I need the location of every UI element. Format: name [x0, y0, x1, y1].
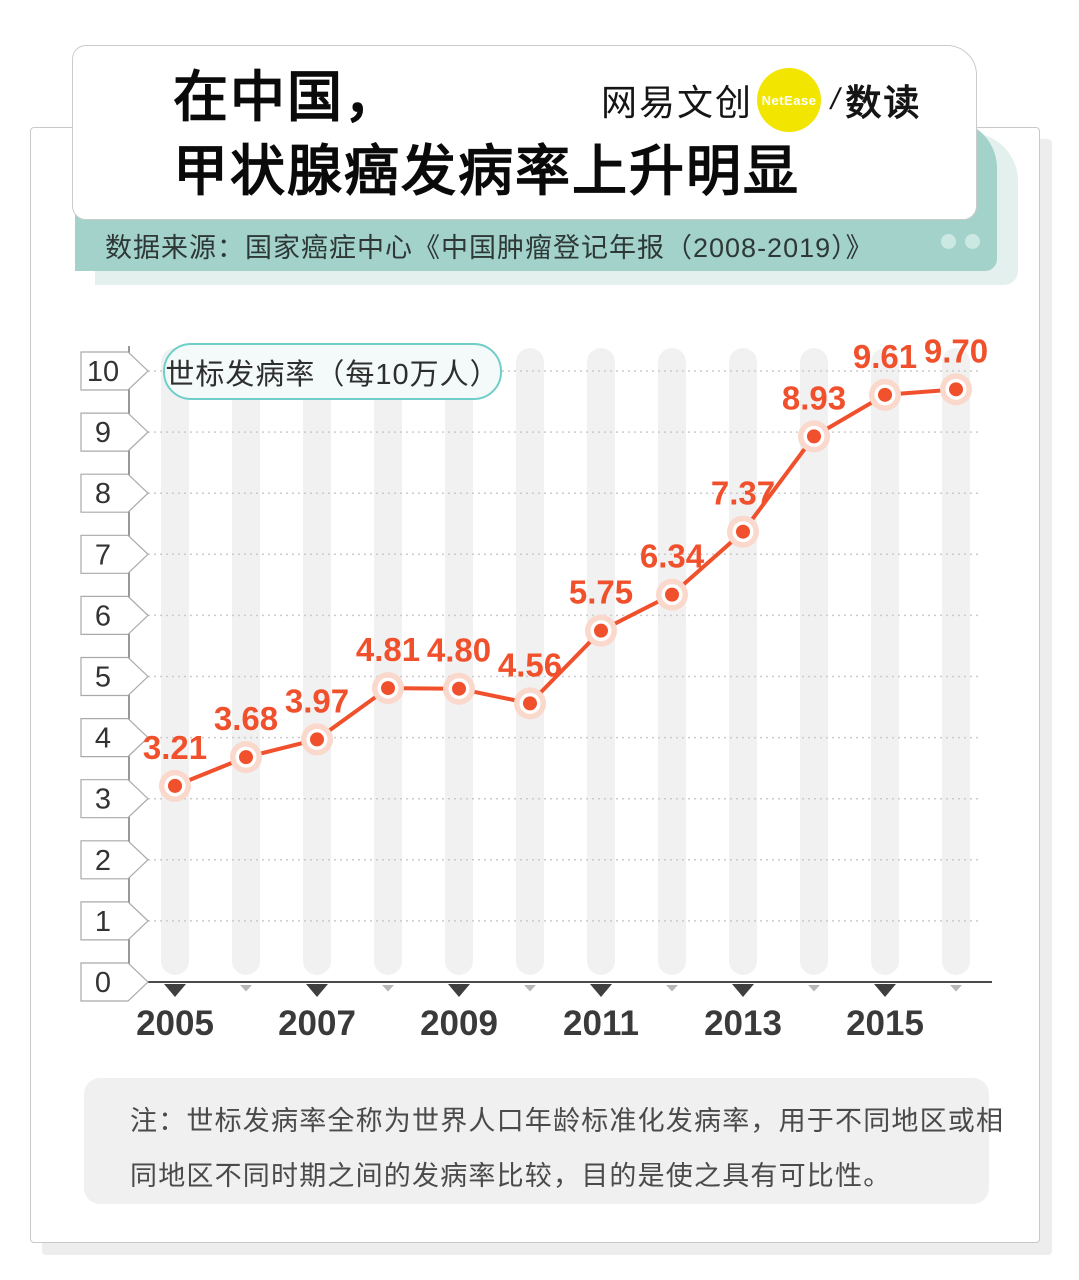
y-tick-label: 7	[95, 539, 111, 571]
y-tick-tag	[80, 656, 149, 697]
grid-column-stripe	[232, 348, 260, 975]
y-tick-label: 9	[95, 417, 111, 449]
y-tick-tag	[80, 595, 149, 636]
x-tick-mark-major	[732, 984, 754, 997]
data-point-label: 7.37	[711, 475, 775, 512]
x-tick-mark-major	[448, 984, 470, 997]
x-tick-mark-major	[874, 984, 896, 997]
x-tick-label: 2013	[704, 1004, 782, 1043]
y-tick-tag	[80, 840, 149, 880]
grid-column-stripe	[445, 348, 473, 975]
legend-label: 世标发病率（每10万人）	[165, 358, 500, 391]
data-point-label: 9.61	[853, 338, 917, 375]
grid-column-stripe	[374, 348, 402, 975]
x-tick-mark-major	[306, 984, 328, 997]
data-point-label: 4.56	[498, 646, 562, 683]
legend-pill: 世标发病率（每10万人）	[163, 343, 502, 400]
y-tick-label: 2	[95, 845, 111, 877]
data-point	[523, 696, 537, 711]
data-point	[807, 429, 821, 444]
y-tick-tag	[80, 534, 149, 574]
y-tick-tag	[80, 412, 149, 452]
decorative-dot-icon	[941, 234, 956, 249]
x-tick-label: 2015	[846, 1004, 924, 1043]
y-tick-label: 6	[95, 600, 111, 632]
data-point	[310, 732, 324, 747]
data-point-label: 3.68	[214, 700, 278, 737]
data-point-label: 8.93	[782, 379, 846, 416]
decorative-dot-icon	[965, 234, 980, 249]
grid-column-stripe	[800, 348, 828, 975]
data-point	[594, 623, 608, 638]
data-point-label: 3.21	[143, 729, 207, 766]
x-tick-mark-minor	[524, 985, 536, 992]
y-tick-tag	[80, 473, 149, 513]
source-bar-dots	[941, 234, 980, 249]
source-text: 数据来源：国家癌症中心《中国肿瘤登记年报（2008-2019）》	[105, 232, 874, 263]
data-point	[665, 587, 679, 602]
x-tick-label: 2009	[420, 1004, 498, 1043]
data-point-label: 6.34	[640, 538, 705, 575]
brand-wordmark: 网易文创	[601, 82, 754, 123]
y-tick-label: 4	[95, 723, 111, 755]
note-text-line-1: 注：世标发病率全称为世界人口年龄标准化发病率，用于不同地区或相	[130, 1106, 1005, 1136]
x-tick-mark-minor	[382, 985, 394, 992]
y-tick-label: 3	[95, 784, 111, 816]
brand-logo: 网易文创 NetEase / 数读	[601, 68, 921, 132]
x-tick-label: 2005	[136, 1004, 214, 1043]
data-point	[736, 524, 750, 539]
grid-column-stripe	[303, 348, 331, 975]
trend-line	[173, 387, 958, 788]
grid-column-stripe	[942, 348, 970, 975]
title-line-1: 在中国，	[173, 66, 402, 128]
x-tick-mark-major	[590, 984, 612, 997]
x-tick-label: 2007	[278, 1004, 356, 1043]
brand-product: 数读	[845, 82, 922, 123]
data-point	[168, 778, 182, 793]
data-point	[878, 387, 892, 402]
y-tick-label: 0	[95, 967, 111, 999]
x-tick-mark-major	[164, 984, 186, 997]
header-card: 在中国， 甲状腺癌发病率上升明显 网易文创 NetEase / 数读	[72, 45, 977, 220]
x-tick-mark-minor	[808, 985, 820, 992]
grid-column-stripe	[587, 348, 615, 975]
data-point-label: 4.81	[356, 631, 420, 668]
grid-column-stripe	[729, 348, 757, 975]
x-tick-mark-minor	[666, 985, 678, 992]
netease-badge-icon: NetEase	[757, 68, 822, 132]
note-text-line-2: 同地区不同时期之间的发病率比较，目的是使之具有可比性。	[130, 1161, 892, 1191]
x-tick-mark-minor	[950, 985, 962, 992]
data-point-label: 3.97	[285, 682, 349, 719]
data-point-label: 9.70	[924, 332, 988, 369]
note-box: 注：世标发病率全称为世界人口年龄标准化发病率，用于不同地区或相 同地区不同时期之…	[84, 1078, 1005, 1204]
y-tick-tag	[80, 962, 149, 1002]
y-tick-tag	[80, 351, 149, 391]
x-tick-mark-minor	[240, 985, 252, 992]
grid-column-stripe	[516, 348, 544, 975]
data-point	[452, 681, 466, 696]
data-point	[239, 750, 253, 765]
x-tick-label: 2011	[563, 1004, 639, 1043]
grid-column-stripe	[161, 348, 189, 975]
data-point	[381, 681, 395, 696]
page-title: 在中国， 甲状腺癌发病率上升明显	[173, 60, 800, 208]
y-tick-tag	[80, 717, 149, 758]
y-tick-label: 10	[87, 356, 119, 388]
y-tick-label: 1	[95, 906, 111, 938]
y-tick-label: 5	[95, 662, 111, 694]
netease-badge-label: NetEase	[761, 92, 817, 108]
y-tick-label: 8	[95, 478, 111, 510]
title-line-2: 甲状腺癌发病率上升明显	[173, 140, 801, 202]
grid-column-stripe	[658, 348, 686, 975]
data-point-label: 5.75	[569, 574, 633, 611]
y-tick-tag	[80, 779, 149, 819]
grid-column-stripe	[871, 348, 899, 975]
y-tick-tag	[80, 901, 149, 941]
data-point-label: 4.80	[427, 632, 491, 669]
data-point	[949, 382, 963, 397]
